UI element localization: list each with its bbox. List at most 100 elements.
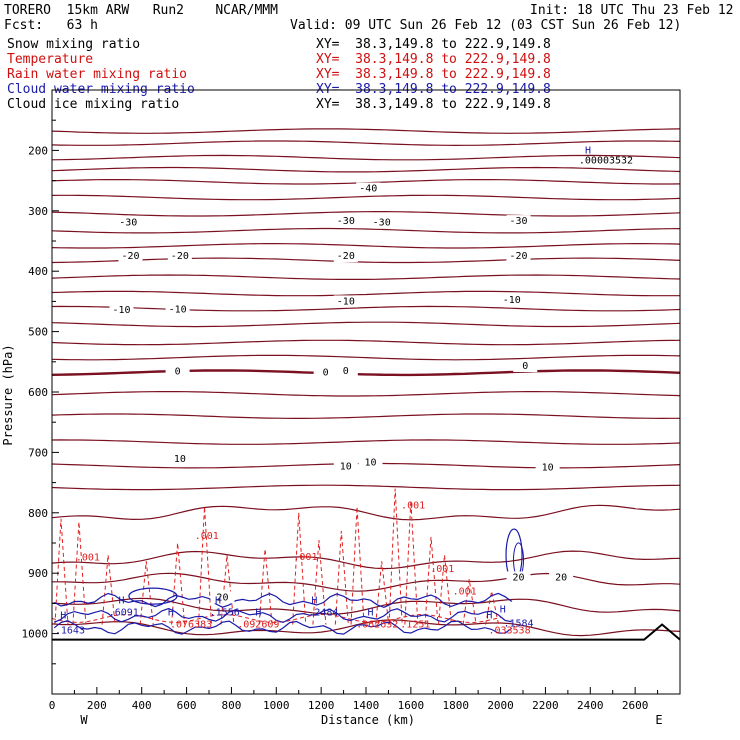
- temperature-label-bg: [165, 365, 190, 378]
- y-tick-label: 200: [28, 144, 48, 157]
- x-tick-label: 400: [132, 699, 152, 712]
- temperature-label: -10: [337, 296, 355, 307]
- temperature-contour-line: [51, 128, 681, 134]
- rain-contour: [424, 536, 439, 625]
- rain-label: .001: [76, 553, 100, 564]
- x-tick-label: 0: [49, 699, 56, 712]
- cloud-water-contours: [53, 528, 525, 635]
- temperature-contour-line: [51, 166, 681, 173]
- legend-rain-xy: XY= 38.3,149.8 to 222.9,149.8: [316, 67, 551, 82]
- temperature-label: 10: [174, 454, 186, 465]
- high-marker: H: [60, 611, 66, 622]
- temperature-label-bg: [506, 571, 531, 584]
- x-tick-label: 2200: [532, 699, 559, 712]
- temperature-contour-line: [51, 211, 681, 217]
- rain-contour: [388, 488, 403, 625]
- temperature-label-bg: [118, 250, 143, 263]
- legend-cloud-ice-xy: XY= 38.3,149.8 to 222.9,149.8: [316, 97, 551, 112]
- y-tick-label: 1000: [22, 628, 49, 641]
- x-tick-label: 1800: [442, 699, 469, 712]
- rain-label: .001: [430, 564, 454, 575]
- temperature-contour-line: [51, 154, 681, 161]
- rain-contour: [312, 539, 327, 625]
- temperature-contour-line: [51, 413, 680, 420]
- temperature-contour-line: [51, 140, 681, 147]
- rain-label: .001: [453, 586, 477, 597]
- temperature-label-bg: [210, 591, 235, 604]
- cloud-water-contour: [53, 620, 513, 635]
- temperature-label: -20: [337, 251, 355, 262]
- header-init: Init: 18 UTC Thu 23 Feb 12: [530, 3, 734, 18]
- cloud-water-label: .6091: [109, 607, 139, 618]
- temperature-contour-line: [51, 391, 681, 397]
- temperature-contour-line: [51, 619, 681, 637]
- x-tick-label: 800: [221, 699, 241, 712]
- temperature-label: 0: [175, 366, 181, 377]
- temperature-contour-line: [51, 339, 681, 346]
- x-tick-label: 1000: [263, 699, 290, 712]
- temperature-label-bg: [116, 216, 141, 229]
- temperature-label-bg: [506, 215, 531, 228]
- high-marker: H: [311, 595, 317, 606]
- rain-contour: [72, 521, 87, 625]
- temperature-label: 10: [364, 458, 376, 469]
- temperature-label-bg: [109, 303, 134, 316]
- high-marker: H: [486, 611, 492, 622]
- temperature-contour-line: [51, 369, 681, 377]
- temperature-label: 0: [323, 368, 329, 379]
- temperature-label: -20: [121, 251, 139, 262]
- temperature-label: 20: [216, 592, 228, 603]
- cloud-water-cell: [128, 587, 178, 605]
- legend-snow-label: Snow mixing ratio: [7, 37, 141, 52]
- rain-contour: [101, 555, 116, 625]
- rain-contour: [438, 555, 452, 625]
- x-tick-label: 2400: [577, 699, 604, 712]
- temperature-contour-line: [51, 550, 681, 570]
- x-tick-label: 600: [177, 699, 197, 712]
- y-tick-label: 900: [28, 567, 48, 580]
- temperature-contours: [51, 128, 681, 637]
- cloud-water-label: .2484: [308, 607, 338, 618]
- temperature-label-bg: [333, 215, 358, 228]
- rain-contour: [375, 561, 390, 625]
- cloud-water-label: .1584: [503, 618, 533, 629]
- temperature-contour-line: [51, 597, 681, 615]
- rain-contour: [462, 579, 477, 625]
- temperature-contour-line: [51, 354, 681, 361]
- temperature-label: -10: [503, 295, 521, 306]
- rain-contour: [198, 506, 213, 625]
- x-tick-label: 200: [87, 699, 107, 712]
- rain-label: .076383: [170, 620, 212, 631]
- temperature-contour-line: [51, 274, 681, 280]
- high-marker: H: [119, 595, 125, 606]
- rain-contour: [139, 561, 154, 625]
- y-tick-label: 600: [28, 386, 48, 399]
- east-label: E: [655, 713, 662, 727]
- temperature-label: -30: [119, 217, 137, 228]
- cloud-water-label: .1556: [210, 607, 240, 618]
- header-valid: Valid: 09 UTC Sun 26 Feb 12 (03 CST Sun …: [290, 18, 682, 33]
- y-axis-label: Pressure (hPa): [1, 344, 15, 445]
- high-marker: H: [367, 607, 373, 618]
- temperature-label: 10: [542, 463, 554, 474]
- x-tick-label: 2000: [487, 699, 514, 712]
- west-label: W: [80, 713, 88, 727]
- high-marker: H: [215, 595, 221, 606]
- temperature-contour-line: [51, 321, 681, 328]
- rain-label: .062632: [356, 620, 398, 631]
- temperature-label: 0: [343, 366, 349, 377]
- temperature-label: -20: [171, 251, 189, 262]
- temperature-label-bg: [499, 294, 524, 307]
- temperature-label: -10: [112, 305, 130, 316]
- header-fcst: Fcst: 63 h: [4, 18, 98, 33]
- cloud-water-label: .1643: [55, 626, 85, 637]
- temperature-contour-line: [51, 439, 681, 445]
- temperature-label-bg: [333, 295, 358, 308]
- temperature-contour-line: [51, 257, 681, 264]
- cloud-water-contour: [53, 592, 513, 608]
- rain-label: .001: [293, 552, 317, 563]
- temperature-contour-line: [51, 243, 681, 249]
- temperature-label-bg: [513, 360, 538, 373]
